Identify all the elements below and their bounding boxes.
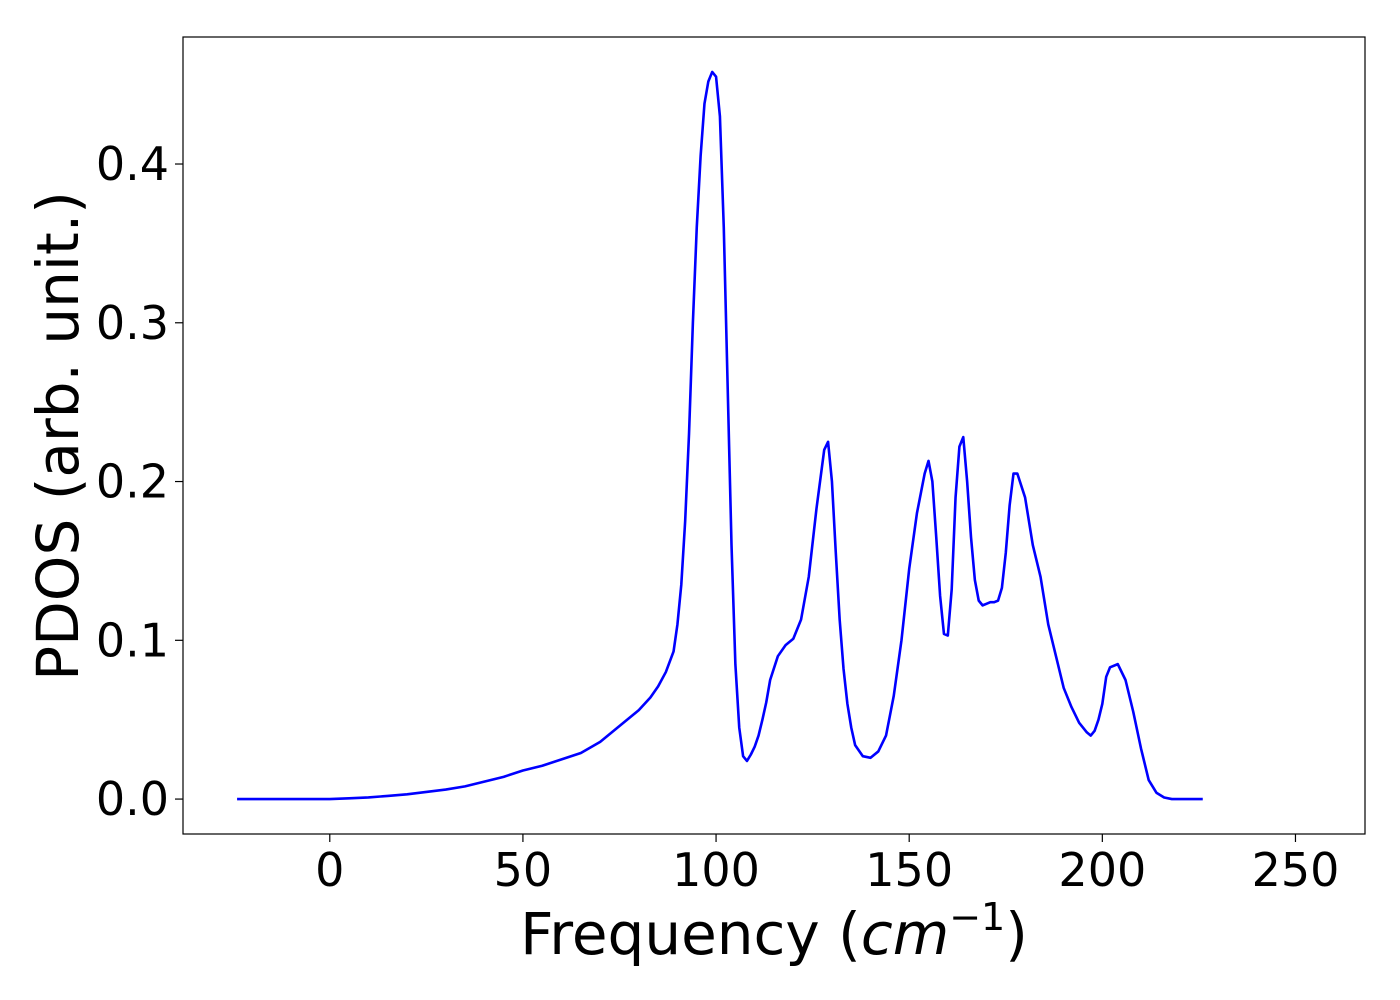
x-tick-label: 150 bbox=[865, 843, 953, 897]
y-tick-label: 0.4 bbox=[96, 137, 169, 191]
x-tick-label: 0 bbox=[315, 843, 344, 897]
x-axis-label: Frequency (cm−1) bbox=[520, 895, 1028, 968]
y-tick-label: 0.0 bbox=[96, 772, 169, 826]
y-tick-label: 0.2 bbox=[96, 455, 169, 509]
x-axis-label-text: Frequency ( bbox=[520, 900, 861, 968]
x-tick-label: 50 bbox=[494, 843, 553, 897]
x-axis-label-unit: cm bbox=[861, 900, 949, 968]
y-tick-label: 0.1 bbox=[96, 613, 169, 667]
x-axis-ticks: 0 50 100 150 200 250 bbox=[315, 834, 1339, 897]
y-tick-label: 0.3 bbox=[96, 296, 169, 350]
x-axis-label-exponent: −1 bbox=[949, 895, 1005, 939]
x-tick-label: 100 bbox=[672, 843, 760, 897]
y-axis-label: PDOS (arb. unit.) bbox=[24, 191, 92, 681]
pdos-series-line bbox=[237, 70, 1203, 801]
x-tick-label: 200 bbox=[1058, 843, 1146, 897]
y-axis-ticks: 0.0 0.1 0.2 0.3 0.4 bbox=[96, 137, 183, 826]
x-axis-label-close: ) bbox=[1005, 900, 1028, 968]
plot-area bbox=[182, 36, 1366, 835]
x-tick-label: 250 bbox=[1252, 843, 1340, 897]
